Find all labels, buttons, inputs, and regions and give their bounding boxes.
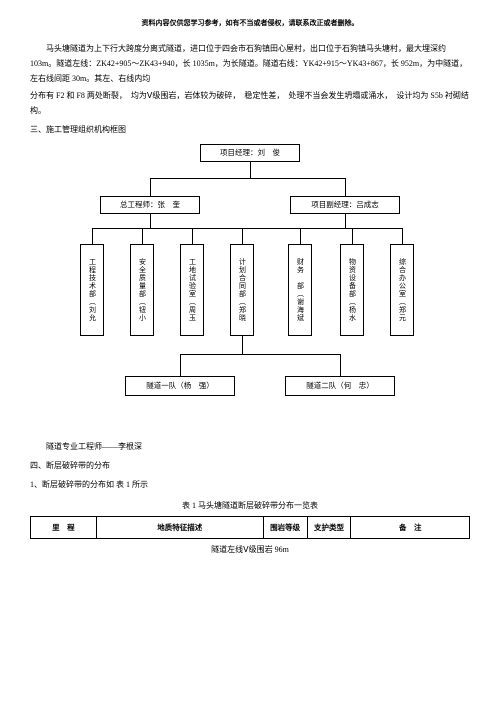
org-chart: 项目经理：刘 俊 总工程师：张 奎 项目副经理：吕成志 工程技术部（刘允 安全质… <box>30 144 470 429</box>
org-dept-6: 物资设备部（杨水 <box>340 244 364 336</box>
org-dept-3: 工地试验室（周玉 <box>180 244 204 336</box>
section-4-1: 1、断层破碎带的分布如 表 1 所示 <box>30 477 470 492</box>
table-1-title: 表 1 马头塘隧道断层破碎带分布一览表 <box>30 500 470 512</box>
line-special-engineer: 隧道专业工程师——李根深 <box>30 439 470 454</box>
org-dept-5: 财务 部（谢海斌 <box>288 244 312 336</box>
table-header-2: 地质特征描述 <box>96 517 263 539</box>
org-dept-7: 综合办公室（郑元 <box>390 244 414 336</box>
org-dept-1: 工程技术部（刘允 <box>80 244 104 336</box>
table-header-3: 围岩等级 <box>263 517 307 539</box>
table-1: 里 程 地质特征描述 围岩等级 支护类型 备 注 <box>30 516 470 539</box>
table-header-1: 里 程 <box>31 517 97 539</box>
org-dept-2: 安全质量部（钮小 <box>130 244 154 336</box>
org-dept-4: 计划合同部（郑晓 <box>230 244 254 336</box>
paragraph-1: 马头塘隧道为上下行大跨度分离式隧道，进口位于四会市石狗镇田心屋村，出口位于石狗镇… <box>30 41 470 87</box>
table-header-5: 备 注 <box>351 517 470 539</box>
paragraph-2: 分布有 F2 和 F8 两处断裂， 均为Ⅴ级围岩，岩体较为破碎， 稳定性差， 处… <box>30 88 470 118</box>
table-row: 里 程 地质特征描述 围岩等级 支护类型 备 注 <box>31 517 470 539</box>
org-team-1: 隧道一队（杨 强） <box>125 376 235 396</box>
org-chief-engineer: 总工程师：张 奎 <box>100 196 200 214</box>
header-note: 资料内容仅供您学习参考，如有不当或者侵权，请联系改正或者删除。 <box>30 18 470 29</box>
table-header-4: 支护类型 <box>307 517 351 539</box>
section-4-title: 四、断层破碎带的分布 <box>30 458 470 473</box>
org-deputy-pm: 项目副经理：吕成志 <box>290 196 400 214</box>
org-team-2: 隧道二队（何 忠） <box>285 376 395 396</box>
org-pm: 项目经理：刘 俊 <box>200 144 300 162</box>
section-3-title: 三、施工管理组织机构框图 <box>30 122 470 137</box>
table-1-caption: 隧道左线Ⅴ级围岩 96m <box>30 544 470 556</box>
